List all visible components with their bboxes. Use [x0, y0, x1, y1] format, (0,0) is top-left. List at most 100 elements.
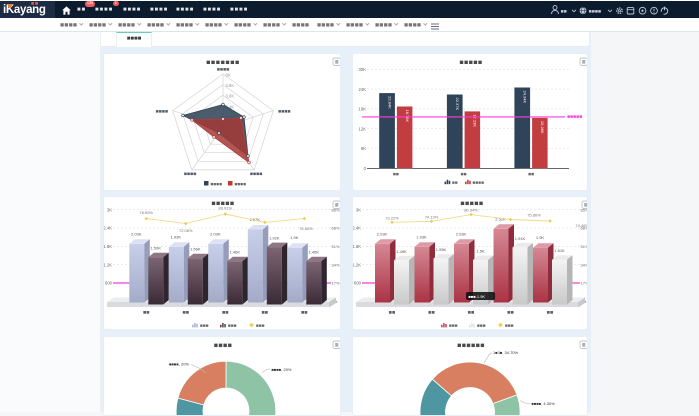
svg-text:2.52K: 2.52K — [495, 216, 506, 221]
svg-text:■■: ■■ — [182, 310, 189, 316]
svg-text:1.51K: 1.51K — [554, 248, 565, 253]
svg-text:1.8K: 1.8K — [353, 244, 361, 249]
svg-text:22.37K: 22.37K — [455, 98, 460, 111]
svg-text:17%: 17% — [332, 281, 340, 286]
svg-text:24.34K: 24.34K — [523, 91, 528, 104]
svg-text:■■■■■■: ■■■■■■ — [457, 343, 485, 350]
svg-text:1.93K: 1.93K — [416, 234, 427, 239]
svg-text:■■: ■■ — [389, 310, 396, 316]
svg-text:85%: 85% — [332, 207, 340, 212]
svg-text:15.28K: 15.28K — [540, 121, 545, 134]
svg-text:3.6K: 3.6K — [226, 94, 235, 99]
svg-text:■■■■: ■■■■ — [250, 172, 263, 178]
svg-text:3K: 3K — [356, 207, 361, 212]
svg-text:34%: 34% — [332, 262, 340, 267]
svg-text:0: 0 — [364, 166, 367, 171]
svg-text:80.34%: 80.34% — [464, 208, 478, 213]
svg-text:24K: 24K — [359, 87, 367, 92]
svg-text:■■■■: ■■■■ — [155, 109, 168, 115]
svg-text:17%: 17% — [581, 281, 589, 286]
svg-text:■■■■: ■■■■ — [184, 172, 197, 178]
svg-text:85%: 85% — [581, 207, 589, 212]
svg-text:18K: 18K — [359, 107, 367, 112]
svg-text:■■■■: ■■■■ — [214, 343, 233, 350]
svg-text:■■: ■■ — [261, 310, 268, 316]
svg-text:1.59K: 1.59K — [151, 246, 162, 251]
svg-text:1.91K: 1.91K — [515, 236, 526, 241]
svg-text:■■■■: ■■■■ — [278, 109, 291, 115]
svg-text:68%: 68% — [581, 226, 589, 231]
svg-text:■■■: ■■■ — [200, 324, 209, 329]
svg-text:■■: ■■ — [528, 172, 534, 178]
svg-text:6K: 6K — [226, 73, 231, 78]
svg-text:74.13%: 74.13% — [425, 214, 439, 219]
svg-text:76.65%: 76.65% — [299, 226, 313, 231]
svg-text:2.03K: 2.03K — [131, 231, 142, 236]
svg-text:■■: ■■ — [547, 310, 554, 316]
svg-text:34%: 34% — [581, 262, 589, 267]
svg-text:■■■■■: ■■■■■ — [567, 114, 582, 120]
svg-text:12K: 12K — [359, 126, 367, 131]
svg-text:80.91%: 80.91% — [219, 205, 233, 210]
svg-text:1.5K: 1.5K — [476, 249, 485, 254]
svg-text:2.4K: 2.4K — [353, 226, 361, 231]
svg-text:1.92K: 1.92K — [269, 236, 280, 241]
svg-text:2.03K: 2.03K — [377, 231, 388, 236]
svg-text:■■: ■■ — [507, 310, 514, 316]
svg-text:2.4K: 2.4K — [104, 226, 112, 231]
svg-text:4.8K: 4.8K — [226, 83, 235, 88]
svg-text:■■: ■■ — [143, 310, 150, 316]
svg-text:17.23K: 17.23K — [473, 114, 478, 127]
svg-text:1.9K: 1.9K — [290, 235, 299, 240]
svg-text:2.4K: 2.4K — [226, 104, 235, 109]
svg-text:1.2K: 1.2K — [353, 262, 361, 267]
svg-text:■■: ■■ — [452, 181, 458, 186]
svg-text:2.03K: 2.03K — [210, 231, 221, 236]
svg-text:■■: ■■ — [460, 172, 466, 178]
svg-text:76.65%: 76.65% — [140, 210, 154, 215]
svg-text:51%: 51% — [581, 244, 589, 249]
svg-text:600: 600 — [105, 281, 113, 286]
svg-text:■■: ■■ — [428, 310, 435, 316]
svg-text:■■■■, 4.30%: ■■■■, 4.30% — [532, 401, 556, 406]
svg-text:■■■: ■■■ — [228, 324, 237, 329]
svg-text:■■■: ■■■ — [449, 324, 458, 329]
svg-text:2.03K: 2.03K — [456, 231, 467, 236]
svg-text:75.86%: 75.86% — [527, 213, 541, 218]
svg-text:600: 600 — [354, 281, 362, 286]
svg-text:■■■■, 20%: ■■■■, 20% — [169, 362, 189, 367]
svg-text:18.76K: 18.76K — [405, 110, 410, 123]
svg-text:■■■■■■■: ■■■■■■■ — [206, 60, 240, 67]
svg-text:■■■■: ■■■■ — [211, 182, 223, 187]
svg-text:1.49K: 1.49K — [396, 249, 407, 254]
svg-text:■■■: ■■■ — [505, 324, 514, 329]
svg-text:1.9K: 1.9K — [536, 235, 545, 240]
svg-text:68%: 68% — [332, 226, 340, 231]
svg-text:1.56K: 1.56K — [190, 247, 201, 252]
svg-text:1.55K: 1.55K — [436, 247, 447, 252]
svg-text:■■■: ■■■ — [256, 324, 265, 329]
svg-text:■■■■: ■■■■ — [473, 181, 485, 186]
svg-text:1.2K: 1.2K — [104, 262, 112, 267]
svg-text:■■■■: ■■■■ — [235, 182, 247, 187]
svg-text:73.22%: 73.22% — [385, 215, 399, 220]
svg-text:■■: ■■ — [393, 172, 399, 178]
svg-text:72.08%: 72.08% — [179, 228, 193, 233]
svg-text:1.93K: 1.93K — [171, 234, 182, 239]
svg-text:1■3■, 34.70%: 1■3■, 34.70% — [493, 350, 519, 355]
svg-text:■■■■■: ■■■■■ — [211, 201, 234, 208]
svg-text:■■: ■■ — [468, 310, 475, 316]
svg-text:■■: ■■ — [561, 9, 567, 15]
svg-text:1.46K: 1.46K — [309, 250, 320, 255]
svg-text:■■■■: ■■■■ — [589, 9, 602, 15]
svg-text:■■■■■: ■■■■■ — [459, 60, 482, 67]
svg-text:■■■■■: ■■■■■ — [460, 201, 483, 208]
svg-text:51%: 51% — [332, 244, 340, 249]
svg-text:3K: 3K — [107, 207, 112, 212]
svg-text:■■■■: ■■■■ — [217, 67, 230, 73]
svg-text:■■■,1.9K: ■■■,1.9K — [469, 294, 486, 299]
svg-text:1.46K: 1.46K — [230, 250, 241, 255]
svg-text:■■■■, 25%: ■■■■, 25% — [272, 367, 292, 372]
svg-text:2.67K: 2.67K — [250, 217, 261, 222]
svg-text:30K: 30K — [359, 67, 367, 72]
